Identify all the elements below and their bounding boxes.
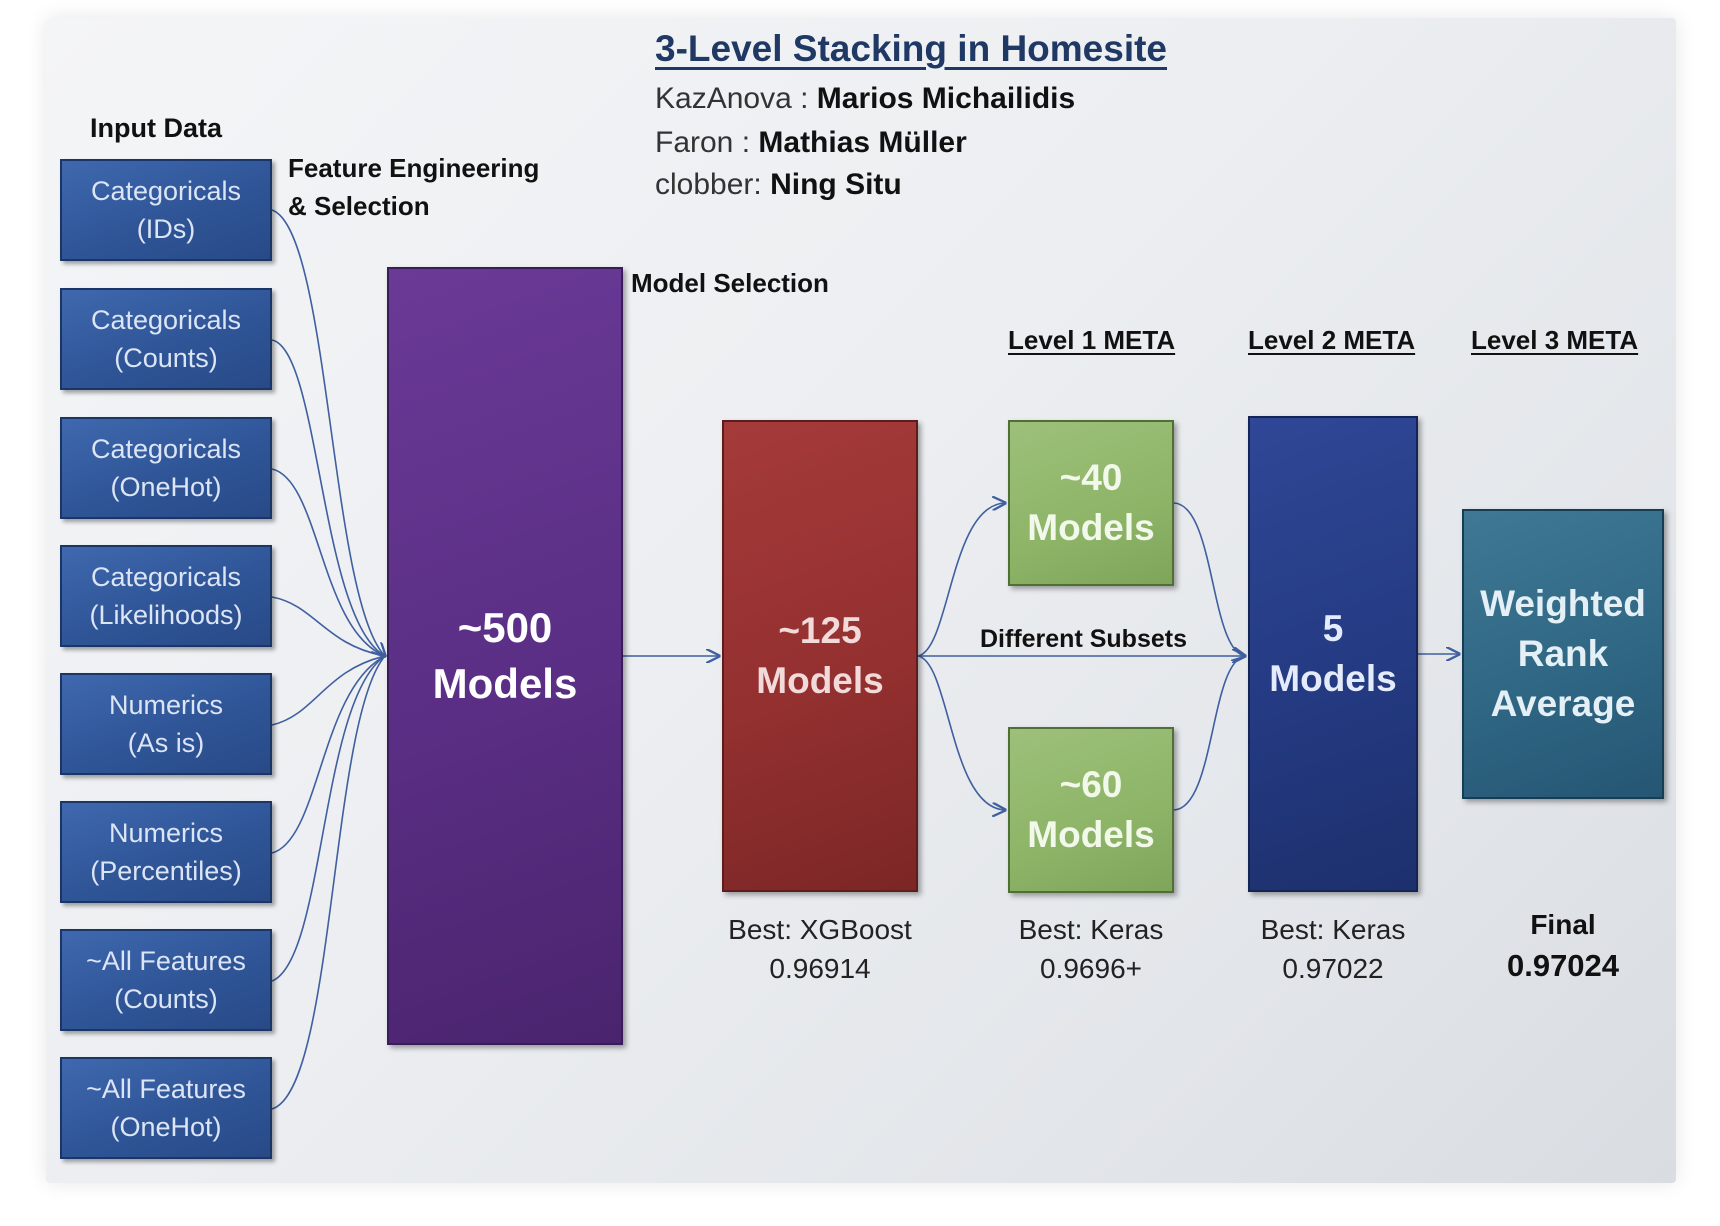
input-box-categoricals-counts: Categoricals (Counts) [60, 288, 272, 390]
feature-engineering-label: Feature Engineering [288, 153, 540, 183]
score-keras-level2: Best: Keras 0.97022 [1232, 910, 1434, 988]
input-connector [271, 468, 386, 657]
models-60-box: ~60 Models [1008, 727, 1174, 893]
input-line1: Categoricals [90, 562, 242, 592]
box-label: Models [1027, 507, 1155, 548]
different-subsets-label: Different Subsets [980, 625, 1187, 653]
input-box-categoricals-likelihoods: Categoricals (Likelihoods) [60, 545, 272, 647]
input-line1: Categoricals [90, 176, 242, 206]
input-line2: (Percentiles) [90, 856, 242, 886]
input-line1: Categoricals [90, 305, 242, 335]
input-line2: (OneHot) [110, 1112, 222, 1142]
arrow-125-to-60 [917, 655, 1005, 810]
arrow-60-to-5 [1173, 655, 1246, 811]
author-name: Ning Situ [770, 168, 902, 201]
box-count: ~125 [778, 610, 862, 651]
author-line: Faron : Mathias Müller [655, 126, 967, 160]
box-label: Models [1027, 814, 1155, 855]
arrow-40-to-5 [1173, 502, 1245, 656]
input-line2: (Counts) [114, 343, 218, 373]
input-line1: Numerics [108, 818, 223, 848]
model-selection-label: Model Selection [631, 268, 829, 298]
input-line2: (IDs) [136, 214, 196, 244]
page-title: 3-Level Stacking in Homesite [655, 28, 1168, 69]
level-3-meta-label: Level 3 META [1471, 325, 1639, 355]
box-count: ~500 [457, 604, 553, 651]
box-label: Models [1269, 658, 1397, 699]
score-label: Best: XGBoost [728, 914, 912, 945]
arrow-125-to-40 [917, 503, 1005, 657]
input-line1: ~All Features [86, 1074, 246, 1104]
author-handle: KazAnova : [655, 82, 809, 115]
level-2-meta-label: Level 2 META [1248, 325, 1416, 355]
box-label: Average [1490, 683, 1636, 724]
models-5-box: 5 Models [1248, 416, 1418, 892]
input-data-label: Input Data [90, 113, 222, 143]
input-box-numerics-as-is: Numerics (As is) [60, 673, 272, 775]
input-line2: (OneHot) [110, 472, 222, 502]
author-line: clobber: Ning Situ [655, 168, 902, 202]
box-label: Models [432, 660, 578, 707]
input-box-categoricals-onehot: Categoricals (OneHot) [60, 417, 272, 519]
score-label: Best: Keras [1018, 914, 1164, 945]
box-label: Weighted [1480, 583, 1646, 624]
models-125-box: ~125 Models [722, 420, 918, 892]
models-40-box: ~40 Models [1008, 420, 1174, 586]
input-line1: Numerics [108, 690, 223, 720]
level-1-meta-label: Level 1 META [1008, 325, 1176, 355]
author-name: Marios Michailidis [816, 82, 1076, 115]
models-500-box: ~500 Models [387, 267, 623, 1045]
author-line: KazAnova : Marios Michailidis [655, 82, 1075, 116]
input-connector [271, 655, 386, 1110]
author-handle: Faron : [655, 126, 751, 159]
box-count: ~40 [1059, 457, 1123, 498]
box-label: Models [756, 660, 884, 701]
score-value: 0.9696+ [1040, 953, 1142, 984]
input-connector [271, 339, 386, 657]
weighted-rank-average-box: Weighted Rank Average [1462, 509, 1664, 799]
input-box-numerics-percentiles: Numerics (Percentiles) [60, 801, 272, 903]
input-line2: (Counts) [114, 984, 218, 1014]
author-name: Mathias Müller [758, 126, 967, 159]
author-handle: clobber: [655, 168, 762, 201]
input-line2: (Likelihoods) [89, 600, 243, 630]
input-connector [271, 655, 386, 982]
final-value: 0.97024 [1506, 948, 1620, 983]
score-value: 0.97022 [1282, 953, 1384, 984]
score-keras-level1: Best: Keras 0.9696+ [990, 910, 1192, 988]
box-label: Rank [1517, 633, 1609, 674]
input-connector [271, 655, 386, 726]
score-xgboost: Best: XGBoost 0.96914 [712, 910, 928, 988]
input-connector [271, 655, 386, 854]
input-line2: (As is) [127, 728, 205, 758]
final-label: Final [1530, 909, 1596, 940]
score-value: 0.96914 [769, 953, 871, 984]
input-line1: ~All Features [86, 946, 246, 976]
input-box-categoricals-ids: Categoricals (IDs) [60, 159, 272, 261]
input-line1: Categoricals [90, 434, 242, 464]
input-connector [271, 596, 386, 657]
box-count: 5 [1322, 608, 1344, 649]
feature-selection-label: & Selection [288, 191, 430, 221]
score-label: Best: Keras [1260, 914, 1406, 945]
box-count: ~60 [1059, 764, 1123, 805]
input-box-all-features-onehot: ~All Features (OneHot) [60, 1057, 272, 1159]
input-connector [271, 209, 385, 656]
final-score: Final 0.97024 [1462, 905, 1664, 987]
input-box-all-features-counts: ~All Features (Counts) [60, 929, 272, 1031]
